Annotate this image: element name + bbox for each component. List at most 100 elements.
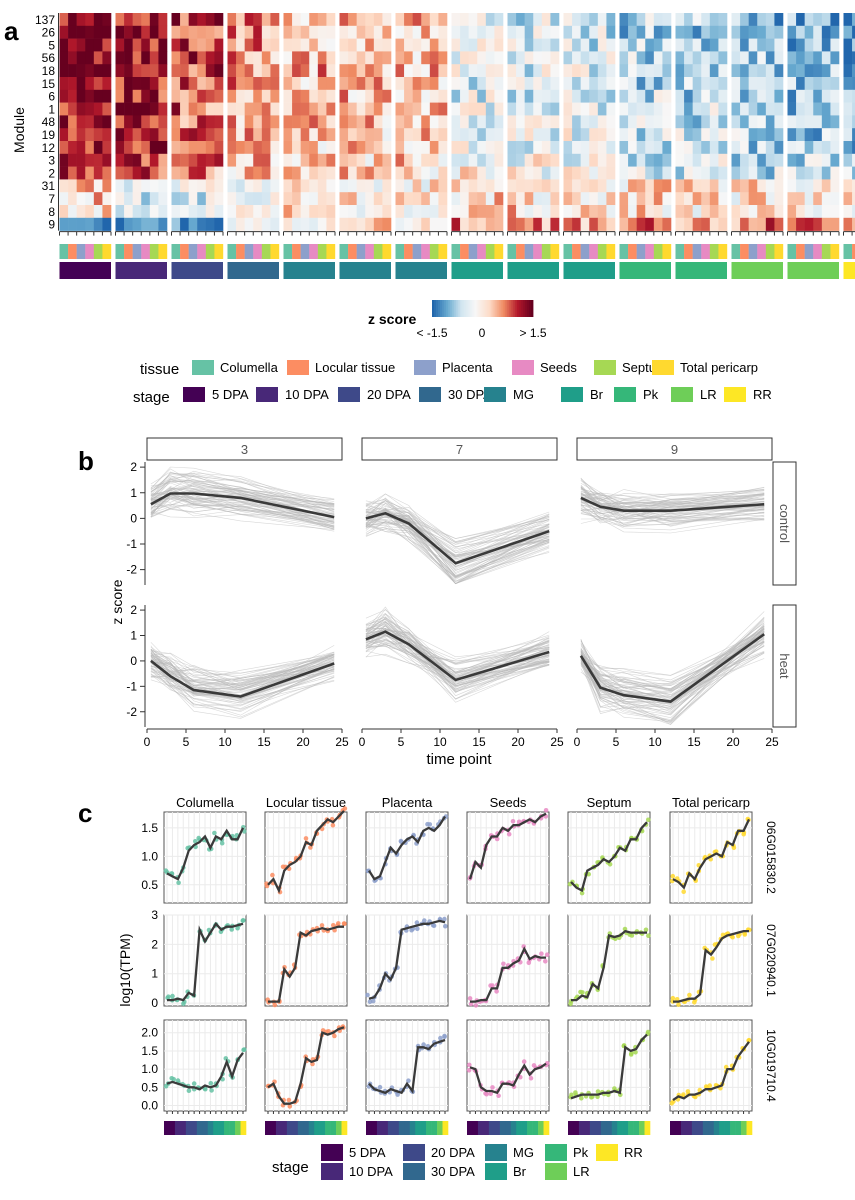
heatmap-cell (477, 51, 487, 65)
heatmap-cell (507, 25, 517, 39)
heatmap-cell (102, 38, 112, 52)
heatmap-cell (356, 64, 366, 78)
heatmap-cell (709, 38, 719, 52)
heatmap-cell (141, 192, 151, 206)
heatmap-cell (628, 192, 637, 206)
heatmap-cell (468, 166, 478, 180)
heatmap-cell (796, 25, 805, 39)
heatmap-cell (619, 115, 629, 129)
heatmap-cell (589, 89, 599, 103)
stage-swatch (403, 1144, 425, 1161)
heatmap-cell (589, 13, 599, 27)
heatmap-cell (124, 128, 133, 142)
trace-line (365, 508, 550, 544)
heatmap-cell (205, 38, 215, 52)
heatmap-cell (253, 179, 263, 193)
heatmap-cell (765, 153, 775, 167)
heatmap-cell (261, 89, 271, 103)
heatmap-cell (317, 115, 327, 129)
heatmap-cell (740, 64, 749, 78)
trace-line (580, 637, 765, 719)
heatmap-cell (180, 115, 189, 129)
heatmap-cell (477, 141, 487, 155)
heatmap-cell (124, 141, 133, 155)
heatmap-cell (731, 64, 741, 78)
mean-line (166, 1052, 244, 1091)
tissue-annotation-cell (244, 244, 254, 259)
replicate-point (687, 992, 692, 998)
heatmap-cell (516, 77, 525, 91)
trace-line (365, 493, 550, 564)
heatmap-cell (356, 141, 366, 155)
heatmap-cell (524, 153, 534, 167)
expression-panel (365, 811, 449, 904)
y-tick-label: 0.5 (141, 1080, 158, 1094)
tissue-annotation-cell (541, 244, 551, 259)
stage-swatch (561, 387, 583, 402)
heatmap-cell (132, 77, 142, 91)
heatmap-cell (597, 153, 607, 167)
replicate-point (573, 1090, 578, 1095)
colorbar-segment (484, 300, 487, 317)
gene-label: 10G019710.4 (764, 1029, 778, 1102)
stage-strip-cell (240, 1121, 247, 1135)
colorbar-segment (442, 300, 445, 317)
heatmap-cell (628, 128, 637, 142)
heatmap-cell (516, 205, 525, 219)
heatmap-cell (253, 38, 263, 52)
heatmap-cell (580, 77, 590, 91)
heatmap-cell (468, 38, 478, 52)
heatmap-cell (774, 153, 784, 167)
heatmap-cell (813, 89, 823, 103)
replicate-point (241, 1047, 246, 1053)
heatmap-cell (93, 179, 103, 193)
heatmap-cell (451, 38, 461, 52)
heatmap-cell (227, 153, 237, 167)
heatmap-cell (171, 13, 181, 27)
heatmap-cell (356, 217, 366, 231)
trace-line (580, 622, 765, 697)
heatmap-cell (774, 217, 784, 231)
heatmap-cell (852, 102, 855, 116)
heatmap-cell (348, 179, 357, 193)
heatmap-cell (132, 102, 142, 116)
heatmap-cell (365, 51, 375, 65)
heatmap-cell (774, 141, 784, 155)
heatmap-cell (606, 77, 616, 91)
heatmap-cell (429, 102, 439, 116)
mean-line (365, 630, 550, 682)
heatmap-cell (300, 38, 310, 52)
heatmap-cell (339, 217, 349, 231)
stage-annotation-bar (619, 262, 671, 279)
heatmap-cell (765, 192, 775, 206)
heatmap-cell (365, 89, 375, 103)
heatmap-cell (765, 77, 775, 91)
heatmap-cell (261, 153, 271, 167)
module-label: 12 (42, 141, 56, 155)
facet-panel (150, 642, 335, 719)
heatmap-cell (460, 179, 469, 193)
stage-strip-cell (527, 1121, 533, 1135)
heatmap-cell (373, 205, 383, 219)
heatmap-cell (731, 25, 741, 39)
stage-swatch (596, 1144, 618, 1161)
heatmap-cell (485, 64, 495, 78)
colorbar-segment (518, 300, 522, 317)
heatmap-cell (619, 153, 629, 167)
heatmap-cell (149, 179, 159, 193)
heatmap-cell (718, 13, 728, 27)
heatmap-cell (701, 25, 711, 39)
heatmap-cell (421, 102, 431, 116)
heatmap-cell (731, 115, 741, 129)
colorbar-segment (510, 300, 514, 317)
heatmap-cell (115, 115, 125, 129)
colorbar-segment (522, 300, 526, 317)
heatmap-cell (507, 38, 517, 52)
heatmap-cell (740, 192, 749, 206)
module-label: 7 (48, 192, 55, 206)
heatmap-cell (404, 13, 413, 27)
heatmap-cell (830, 179, 840, 193)
trace-line (580, 517, 765, 527)
heatmap-cell (205, 64, 215, 78)
heatmap-cell (309, 179, 319, 193)
